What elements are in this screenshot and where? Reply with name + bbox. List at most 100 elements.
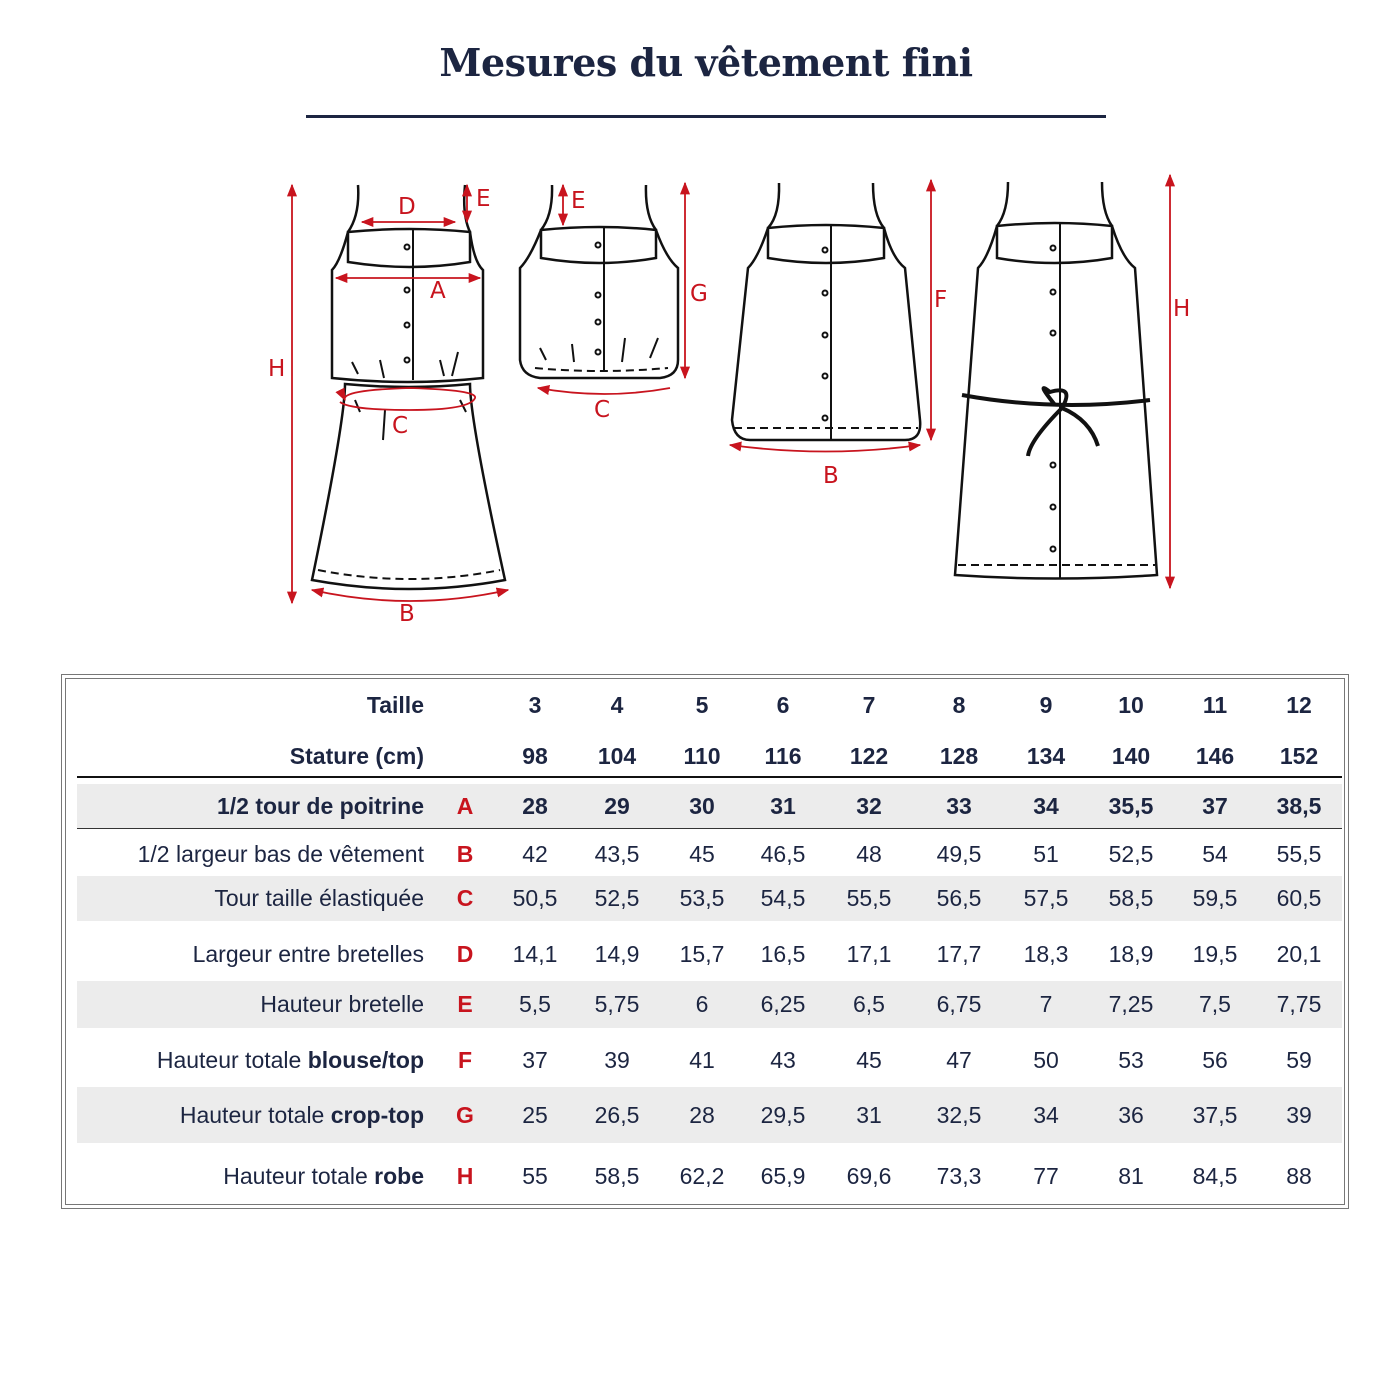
table-cell: 53 <box>1118 1046 1144 1073</box>
table-cell: 37 <box>522 1046 548 1073</box>
garment-diagrams: D E A H C B E G C F B H <box>268 173 1190 627</box>
table-cell: 5 <box>695 691 709 718</box>
table-cell: 54,5 <box>760 885 806 911</box>
row-label: Hauteur totale crop-top <box>180 1087 424 1143</box>
table-cell: 38,5 <box>1276 792 1322 819</box>
table-cell: 26,5 <box>594 1101 640 1128</box>
table-cell: 7,75 <box>1276 991 1322 1017</box>
table-cell: 45 <box>856 1046 882 1073</box>
page-title: Mesures du vêtement fini <box>439 40 973 85</box>
row-letter: B <box>456 840 474 867</box>
measurement-arrows <box>286 173 1176 605</box>
header-divider <box>77 776 1342 778</box>
table-cell: 48 <box>856 840 882 867</box>
table-cell: 4 <box>610 691 624 718</box>
row-letter: A <box>456 792 474 819</box>
table-row: Tour taille élastiquée C 50,5 52,5 53,5 54,5 5… <box>77 876 1342 921</box>
table-cell: 47 <box>946 1046 972 1073</box>
row-letter: G <box>456 1101 474 1128</box>
blouse-drawing <box>730 182 922 442</box>
table-cell: 65,9 <box>760 1162 806 1189</box>
row-letter: E <box>457 991 473 1017</box>
table-cell: 6 <box>776 691 790 718</box>
table-cell: 50,5 <box>512 885 558 911</box>
table-cell: 52,5 <box>1108 840 1154 867</box>
row-label: Hauteur totale robe <box>223 1148 424 1204</box>
table-cell: 50 <box>1033 1046 1059 1073</box>
table-cell: 3 <box>528 691 542 718</box>
table-cell: 52,5 <box>594 885 640 911</box>
row-label: Hauteur totale blouse/top <box>157 1034 424 1086</box>
table-cell: 39 <box>604 1046 630 1073</box>
table-cell: 37 <box>1202 792 1228 819</box>
table-cell: 30 <box>689 792 715 819</box>
table-cell: 9 <box>1039 691 1053 718</box>
row-label-text: 1/2 tour de poitrine <box>216 792 424 819</box>
table-cell: 77 <box>1033 1162 1059 1189</box>
table-cell: 6,5 <box>853 991 885 1017</box>
title-divider <box>306 115 1106 118</box>
row-letter: D <box>456 940 474 967</box>
table-cell: 36 <box>1118 1101 1144 1128</box>
button-icons <box>403 241 1057 553</box>
label-e: E <box>571 188 586 214</box>
table-cell: 7 <box>862 691 876 718</box>
table-cell: 14,9 <box>594 940 640 967</box>
table-cell: 58,5 <box>594 1162 640 1189</box>
header-row-stature: Stature (cm) 98 104 110 116 122 128 134 140 146 15… <box>77 734 1342 778</box>
table-cell: 29,5 <box>760 1101 806 1128</box>
table-cell: 29 <box>604 792 630 819</box>
table-cell: 32 <box>856 792 882 819</box>
table-cell: 43 <box>770 1046 796 1073</box>
table-cell: 32,5 <box>936 1101 982 1128</box>
table-cell: 84,5 <box>1192 1162 1238 1189</box>
row-letter: C <box>456 885 474 911</box>
row-label: Tour taille élastiquée <box>214 876 424 921</box>
row-label-text: Hauteur totale <box>223 1162 375 1189</box>
table-cell: 28 <box>522 792 548 819</box>
table-cell: 42 <box>522 840 548 867</box>
row-label-text: Hauteur bretelle <box>260 991 424 1017</box>
measurement-letters: D E A H C B E G C F B H <box>268 186 1190 627</box>
table-cell: 55,5 <box>1276 840 1322 867</box>
row-label: Hauteur bretelle <box>260 981 424 1028</box>
table-cell: 19,5 <box>1192 940 1238 967</box>
table-cell: 18,9 <box>1108 940 1154 967</box>
table-cell: 6 <box>695 991 709 1017</box>
table-cell: 98 <box>522 742 548 769</box>
table-cell: 34 <box>1033 792 1059 819</box>
table-cell: 59,5 <box>1192 885 1238 911</box>
table-cell: 31 <box>770 792 796 819</box>
table-cell: 146 <box>1195 742 1235 769</box>
stature-header-label: Stature (cm) <box>289 742 424 769</box>
table-cell: 20,1 <box>1276 940 1322 967</box>
table-cell: 16,5 <box>760 940 806 967</box>
table-cell: 7,5 <box>1199 991 1231 1017</box>
table-cell: 122 <box>849 742 889 769</box>
table-cell: 60,5 <box>1276 885 1322 911</box>
table-row: 1/2 tour de poitrine A 28 29 30 31 32 33 34 35,5 3… <box>77 784 1342 828</box>
table-cell: 31 <box>856 1101 882 1128</box>
table-row: Largeur entre bretelles D 14,1 14,9 15,7 16,5… <box>77 928 1342 980</box>
label-h: H <box>268 356 285 382</box>
label-f: F <box>934 287 947 313</box>
label-e: E <box>476 186 491 212</box>
row-a-divider <box>77 828 1342 829</box>
table-cell: 15,7 <box>679 940 725 967</box>
table-cell: 152 <box>1279 742 1319 769</box>
label-c: C <box>594 397 610 423</box>
table-cell: 104 <box>597 742 637 769</box>
table-cell: 11 <box>1202 691 1228 718</box>
row-letter: F <box>457 1046 473 1073</box>
table-cell: 6,25 <box>760 991 806 1017</box>
table-row: Hauteur bretelle E 5,5 5,75 6 6,25 6,5 6,75 7 7,2… <box>77 981 1342 1028</box>
label-a: A <box>430 278 446 304</box>
table-row: Hauteur totale blouse/top F 37 39 41 43 45 47 50… <box>77 1034 1342 1086</box>
row-label-emphasis: robe <box>374 1162 424 1189</box>
row-letter: H <box>456 1162 474 1189</box>
label-b: B <box>823 463 839 489</box>
table-row: Hauteur totale crop-top G 25 26,5 28 29,5 31 32… <box>77 1087 1342 1143</box>
table-cell: 58,5 <box>1108 885 1154 911</box>
table-cell: 59 <box>1286 1046 1312 1073</box>
table-cell: 7,25 <box>1108 991 1154 1017</box>
